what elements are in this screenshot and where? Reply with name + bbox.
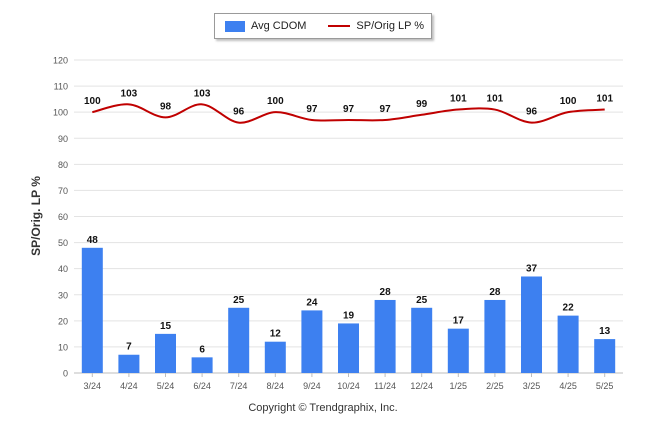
line-data-label: 100 <box>560 96 577 107</box>
x-tick-label: 6/24 <box>193 381 211 391</box>
y-tick-label: 40 <box>58 264 68 274</box>
x-tick-label: 12/24 <box>410 381 433 391</box>
x-tick-label: 4/25 <box>559 381 577 391</box>
series-line <box>92 103 605 124</box>
bar <box>521 276 542 373</box>
line-data-label: 98 <box>160 101 172 112</box>
bar-data-label: 7 <box>126 342 132 353</box>
line-data-label: 96 <box>233 107 245 118</box>
y-tick-label: 30 <box>58 290 68 300</box>
legend-item-bar[interactable]: Avg CDOM <box>225 20 306 32</box>
grid-lines <box>74 59 623 374</box>
x-tick-label: 8/24 <box>267 381 285 391</box>
bar-data-label: 24 <box>306 297 318 308</box>
legend-label-line: SP/Orig LP % <box>356 20 425 32</box>
bar <box>301 310 323 373</box>
y-tick-label: 80 <box>58 160 68 170</box>
line-data-label: 97 <box>306 104 318 115</box>
line-data-label: 96 <box>526 107 538 118</box>
y-axis-title: SP/Orig. LP % <box>29 176 43 256</box>
bar-data-label: 48 <box>87 235 99 246</box>
bar <box>447 328 469 373</box>
y-tick-label: 0 <box>63 369 68 379</box>
x-tick-label: 5/24 <box>157 381 175 391</box>
bar-data-label: 25 <box>416 295 428 306</box>
line-series-sp-orig-lp <box>92 103 605 124</box>
bar-data-labels: 48 7 15 6 25 12 24 19 28 25 17 28 37 22 13 <box>87 235 611 356</box>
bar <box>411 307 433 373</box>
line-data-label: 97 <box>380 104 392 115</box>
bar-data-label: 25 <box>233 295 245 306</box>
legend-swatch-bar <box>225 20 245 32</box>
x-axis: 3/24 4/24 5/24 6/24 7/24 8/24 9/24 10/24 11/24 12… <box>74 372 623 391</box>
line-data-label: 99 <box>416 99 428 110</box>
bar <box>191 357 213 373</box>
y-tick-label: 10 <box>58 342 68 352</box>
x-tick-label: 1/25 <box>450 381 468 391</box>
bar-data-label: 15 <box>160 321 172 332</box>
x-tick-label: 3/25 <box>523 381 541 391</box>
bar-series-avg-cdom <box>81 247 616 373</box>
y-tick-label: 60 <box>58 212 68 222</box>
x-tick-label: 4/24 <box>120 381 138 391</box>
y-tick-label: 100 <box>53 108 68 118</box>
bar-data-label: 19 <box>343 310 355 321</box>
bar <box>81 247 103 373</box>
y-tick-label: 70 <box>58 186 68 196</box>
y-tick-label: 120 <box>53 56 68 66</box>
bar-data-label: 28 <box>489 287 501 298</box>
bar-data-label: 28 <box>380 287 392 298</box>
bar <box>118 354 140 373</box>
line-data-label: 101 <box>596 94 613 105</box>
x-tick-label: 7/24 <box>230 381 248 391</box>
line-data-label: 103 <box>121 88 138 99</box>
x-tick-label: 2/25 <box>486 381 504 391</box>
line-data-label: 97 <box>343 104 355 115</box>
legend-swatch-line <box>328 25 351 27</box>
bar-data-label: 12 <box>270 329 282 340</box>
line-data-label: 101 <box>450 94 467 105</box>
line-data-labels: 100 103 98 103 96 100 97 97 97 99 101 101 96 100 101 <box>84 88 614 117</box>
x-tick-label: 9/24 <box>303 381 321 391</box>
bar <box>155 333 176 373</box>
copyright-credit: Copyright © Trendgraphix, Inc. <box>248 402 398 414</box>
x-tick-label: 5/25 <box>596 381 614 391</box>
line-data-label: 103 <box>194 88 211 99</box>
bar <box>338 323 359 373</box>
bar <box>374 299 396 373</box>
bar <box>264 341 286 373</box>
x-tick-label: 3/24 <box>84 381 102 391</box>
legend-item-line[interactable]: SP/Orig LP % <box>328 20 424 32</box>
bar <box>228 307 250 373</box>
x-tick-label: 11/24 <box>374 381 396 391</box>
legend-label-bar: Avg CDOM <box>251 20 307 32</box>
line-data-label: 100 <box>267 96 284 107</box>
bar-data-label: 6 <box>199 344 205 355</box>
bar-data-label: 17 <box>453 316 465 327</box>
y-tick-label: 110 <box>54 82 68 92</box>
bar <box>557 315 579 373</box>
bar-data-label: 13 <box>599 326 611 337</box>
bar-data-label: 22 <box>563 303 575 314</box>
y-axis: 0 10 20 30 40 50 60 70 80 90 100 110 120 <box>53 56 68 379</box>
line-data-label: 100 <box>84 96 101 107</box>
x-tick-label: 10/24 <box>337 381 360 391</box>
bar <box>484 299 506 373</box>
line-data-label: 101 <box>487 94 504 105</box>
y-tick-label: 20 <box>58 316 68 326</box>
legend: Avg CDOM SP/Orig LP % <box>214 13 432 39</box>
bar-data-label: 37 <box>526 263 538 274</box>
bar <box>594 339 616 373</box>
y-tick-label: 90 <box>58 134 68 144</box>
y-tick-label: 50 <box>58 238 68 248</box>
